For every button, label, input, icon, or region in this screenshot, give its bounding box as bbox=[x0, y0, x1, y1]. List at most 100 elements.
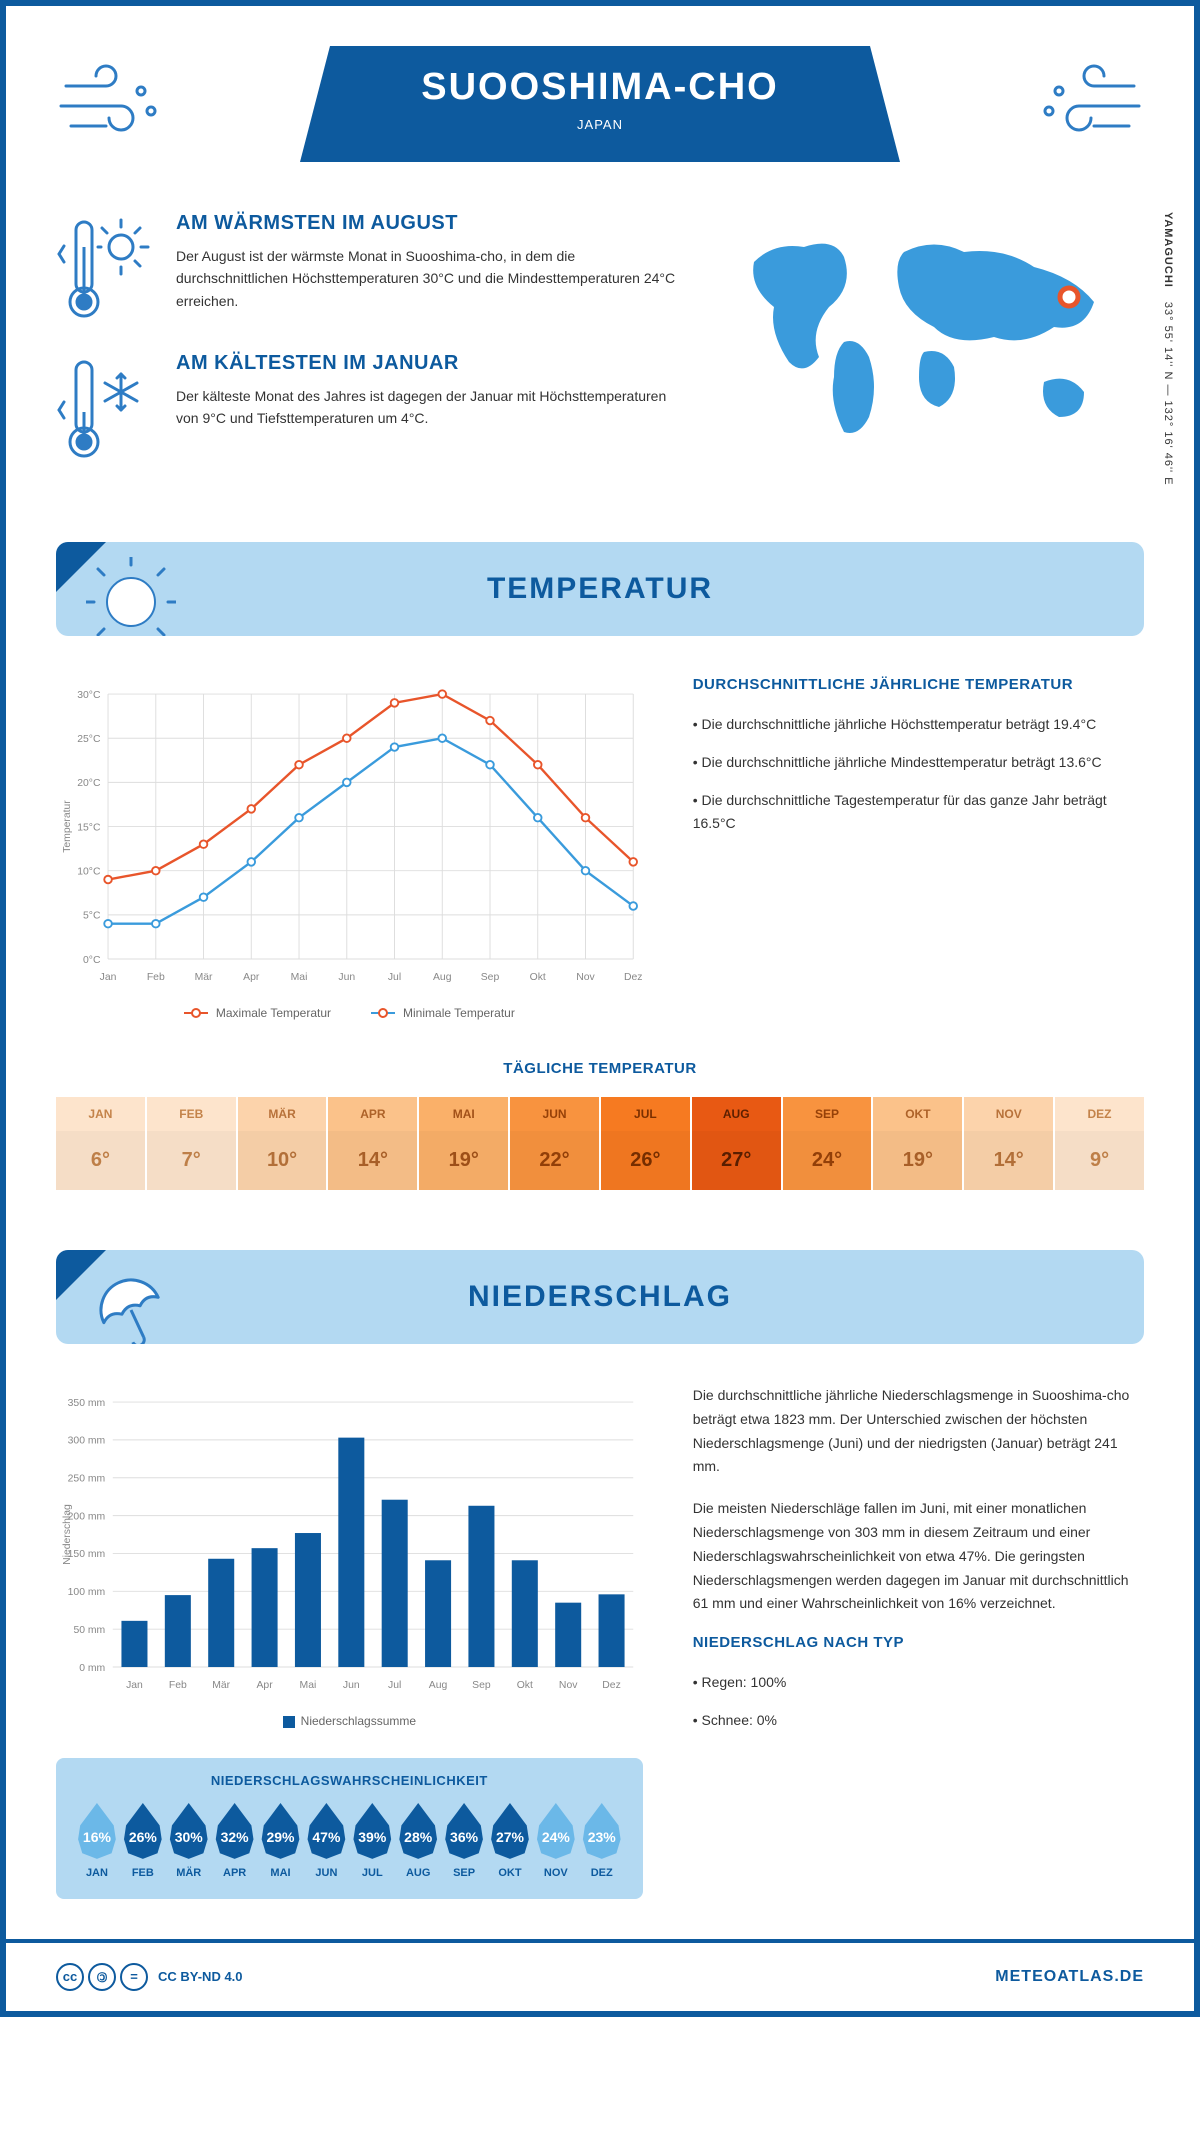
country-subtitle: JAPAN bbox=[380, 117, 820, 132]
daily-cell: AUG 27° bbox=[692, 1097, 781, 1190]
coldest-body: Der kälteste Monat des Jahres ist dagege… bbox=[176, 385, 684, 430]
drop-cell: 24% NOV bbox=[535, 1803, 577, 1879]
svg-text:Jul: Jul bbox=[388, 1680, 401, 1691]
drop-cell: 26% FEB bbox=[122, 1803, 164, 1879]
drop-cell: 30% MÄR bbox=[168, 1803, 210, 1879]
precipitation-row: 0 mm 50 mm 100 mm 150 mm 200 mm 250 mm 300 mm 3… bbox=[56, 1384, 1144, 1899]
svg-text:Okt: Okt bbox=[530, 972, 546, 983]
svg-text:Sep: Sep bbox=[472, 1680, 491, 1691]
drop-cell: 28% AUG bbox=[397, 1803, 439, 1879]
precipitation-chart: 0 mm 50 mm 100 mm 150 mm 200 mm 250 mm 300 mm 3… bbox=[56, 1384, 643, 1899]
warmest-title: AM WÄRMSTEN IM AUGUST bbox=[176, 212, 684, 235]
world-map: YAMAGUCHI 33° 55' 14'' N — 132° 16' 46''… bbox=[724, 212, 1144, 492]
license: cc🄯= CC BY-ND 4.0 bbox=[56, 1963, 243, 1991]
drop-cell: 16% JAN bbox=[76, 1803, 118, 1879]
coordinates: YAMAGUCHI 33° 55' 14'' N — 132° 16' 46''… bbox=[1162, 212, 1174, 486]
svg-text:Niederschlag: Niederschlag bbox=[62, 1504, 73, 1565]
facts-column: AM WÄRMSTEN IM AUGUST Der August ist der… bbox=[56, 212, 684, 492]
precipitation-text: Die durchschnittliche jährliche Niedersc… bbox=[693, 1384, 1144, 1899]
temperature-chart: 0°C5°C10°C15°C20°C25°C30°CJanFebMärAprMa… bbox=[56, 676, 643, 1020]
drop-cell: 23% DEZ bbox=[581, 1803, 623, 1879]
section-header-precipitation: NIEDERSCHLAG bbox=[56, 1250, 1144, 1344]
precip-type-title: NIEDERSCHLAG NACH TYP bbox=[693, 1634, 1144, 1651]
sun-icon bbox=[86, 557, 176, 636]
section-header-temperature: TEMPERATUR bbox=[56, 542, 1144, 636]
avg-temp-title: DURCHSCHNITTLICHE JÄHRLICHE TEMPERATUR bbox=[693, 676, 1144, 693]
daily-cell: OKT 19° bbox=[873, 1097, 962, 1190]
warmest-text: AM WÄRMSTEN IM AUGUST Der August ist der… bbox=[176, 212, 684, 322]
wind-icon bbox=[56, 56, 166, 146]
footer: cc🄯= CC BY-ND 4.0 METEOATLAS.DE bbox=[6, 1939, 1194, 2011]
precipitation-title: NIEDERSCHLAG bbox=[96, 1280, 1104, 1314]
city-title: SUOOSHIMA-CHO bbox=[380, 66, 820, 109]
daily-cell: JUL 26° bbox=[601, 1097, 690, 1190]
svg-text:Mär: Mär bbox=[195, 972, 213, 983]
region-label: YAMAGUCHI bbox=[1162, 212, 1174, 288]
precip-rain: • Regen: 100% bbox=[693, 1671, 1144, 1695]
daily-cell: JUN 22° bbox=[510, 1097, 599, 1190]
intro-row: AM WÄRMSTEN IM AUGUST Der August ist der… bbox=[56, 212, 1144, 492]
daily-temp-title: TÄGLICHE TEMPERATUR bbox=[56, 1060, 1144, 1077]
svg-text:10°C: 10°C bbox=[77, 866, 101, 877]
drop-cell: 39% JUL bbox=[351, 1803, 393, 1879]
license-label: CC BY-ND 4.0 bbox=[158, 1969, 243, 1984]
svg-text:Feb: Feb bbox=[169, 1680, 187, 1691]
drop-cell: 32% APR bbox=[214, 1803, 256, 1879]
svg-text:300 mm: 300 mm bbox=[68, 1436, 106, 1447]
umbrella-icon bbox=[86, 1265, 176, 1344]
svg-text:Mai: Mai bbox=[291, 972, 308, 983]
temperature-row: 0°C5°C10°C15°C20°C25°C30°CJanFebMärAprMa… bbox=[56, 676, 1144, 1020]
svg-text:0 mm: 0 mm bbox=[79, 1663, 105, 1674]
precip-p2: Die meisten Niederschläge fallen im Juni… bbox=[693, 1497, 1144, 1616]
svg-text:Temperatur: Temperatur bbox=[62, 800, 73, 853]
coldest-fact: AM KÄLTESTEN IM JANUAR Der kälteste Mona… bbox=[56, 352, 684, 462]
coldest-title: AM KÄLTESTEN IM JANUAR bbox=[176, 352, 684, 375]
svg-text:15°C: 15°C bbox=[77, 822, 101, 833]
daily-temp-grid: JAN 6° FEB 7° MÄR 10° APR 14° MAI 19° JU… bbox=[56, 1097, 1144, 1190]
cc-icons: cc🄯= bbox=[56, 1963, 148, 1991]
daily-cell: MÄR 10° bbox=[238, 1097, 327, 1190]
temperature-title: TEMPERATUR bbox=[96, 572, 1104, 606]
svg-text:30°C: 30°C bbox=[77, 690, 101, 701]
thermometer-sun-icon bbox=[56, 212, 156, 322]
thermometer-snow-icon bbox=[56, 352, 156, 462]
drop-cell: 29% MAI bbox=[260, 1803, 302, 1879]
svg-text:Aug: Aug bbox=[429, 1680, 448, 1691]
precip-prob-title: NIEDERSCHLAGSWAHRSCHEINLICHKEIT bbox=[76, 1773, 623, 1788]
svg-text:0°C: 0°C bbox=[83, 955, 101, 966]
svg-text:25°C: 25°C bbox=[77, 734, 101, 745]
daily-cell: JAN 6° bbox=[56, 1097, 145, 1190]
avg-temp-b3: • Die durchschnittliche Tagestemperatur … bbox=[693, 789, 1144, 837]
svg-text:50 mm: 50 mm bbox=[73, 1625, 105, 1636]
coords-value: 33° 55' 14'' N — 132° 16' 46'' E bbox=[1162, 302, 1174, 486]
temperature-text: DURCHSCHNITTLICHE JÄHRLICHE TEMPERATUR •… bbox=[693, 676, 1144, 1020]
svg-text:150 mm: 150 mm bbox=[68, 1549, 106, 1560]
svg-text:20°C: 20°C bbox=[77, 778, 101, 789]
svg-text:Dez: Dez bbox=[624, 972, 642, 983]
header: SUOOSHIMA-CHO JAPAN bbox=[56, 46, 1144, 162]
coldest-text: AM KÄLTESTEN IM JANUAR Der kälteste Mona… bbox=[176, 352, 684, 462]
precip-probability: NIEDERSCHLAGSWAHRSCHEINLICHKEIT 16% JAN … bbox=[56, 1758, 643, 1899]
svg-text:Jul: Jul bbox=[388, 972, 401, 983]
svg-text:200 mm: 200 mm bbox=[68, 1511, 106, 1522]
svg-text:350 mm: 350 mm bbox=[68, 1398, 106, 1409]
svg-text:Nov: Nov bbox=[559, 1680, 578, 1691]
precip-legend-label: Niederschlagssumme bbox=[301, 1714, 416, 1728]
daily-cell: FEB 7° bbox=[147, 1097, 236, 1190]
daily-cell: APR 14° bbox=[328, 1097, 417, 1190]
precip-drops: 16% JAN 26% FEB 30% MÄR 32% APR 29% MAI … bbox=[76, 1803, 623, 1879]
svg-text:Mai: Mai bbox=[300, 1680, 317, 1691]
wind-icon bbox=[1034, 56, 1144, 146]
infographic-frame: SUOOSHIMA-CHO JAPAN AM WÄRMSTE bbox=[0, 0, 1200, 2017]
drop-cell: 27% OKT bbox=[489, 1803, 531, 1879]
drop-cell: 36% SEP bbox=[443, 1803, 485, 1879]
svg-text:250 mm: 250 mm bbox=[68, 1474, 106, 1485]
svg-text:Jun: Jun bbox=[338, 972, 355, 983]
svg-text:Mär: Mär bbox=[212, 1680, 230, 1691]
svg-text:Apr: Apr bbox=[256, 1680, 273, 1691]
svg-text:100 mm: 100 mm bbox=[68, 1587, 106, 1598]
svg-text:Dez: Dez bbox=[602, 1680, 620, 1691]
temp-legend: .legend .sw:nth-child(1)::after{border-c… bbox=[56, 1006, 643, 1020]
brand-label: METEOATLAS.DE bbox=[995, 1968, 1144, 1986]
svg-text:Jun: Jun bbox=[343, 1680, 360, 1691]
